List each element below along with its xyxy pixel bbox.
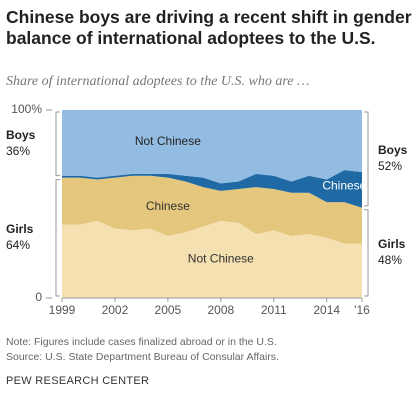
x-tick-label: 2011 — [261, 303, 287, 317]
area-label: Chinese — [322, 178, 366, 192]
bracket — [364, 111, 369, 207]
side-value: 36% — [6, 144, 30, 158]
area-label: Not Chinese — [188, 252, 254, 266]
side-value: 48% — [378, 253, 402, 267]
x-tick-label: 2005 — [155, 303, 182, 317]
note: Source: U.S. State Department Bureau of … — [6, 351, 279, 363]
footer: PEW RESEARCH CENTER — [6, 375, 149, 387]
bracket — [55, 179, 60, 297]
chart-title: Chinese boys are driving a recent shift … — [6, 7, 412, 48]
area — [62, 220, 362, 298]
area — [62, 110, 362, 184]
bracket — [55, 111, 60, 177]
bracket — [364, 209, 369, 297]
side-label: Boys — [378, 143, 408, 157]
y-tick-label: 100% — [11, 102, 42, 116]
y-tick-label: 0 — [35, 290, 42, 304]
area — [62, 170, 362, 208]
note: Note: Figures include cases finalized ab… — [6, 336, 277, 348]
x-tick-label: 1999 — [49, 303, 76, 317]
side-value: 52% — [378, 159, 402, 173]
x-tick-label: 2014 — [313, 303, 340, 317]
side-label: Girls — [378, 237, 406, 251]
side-label: Boys — [6, 128, 36, 142]
area-label: Chinese — [146, 199, 190, 213]
side-value: 64% — [6, 238, 30, 252]
side-label: Girls — [6, 222, 34, 236]
x-tick-label: 2008 — [207, 303, 234, 317]
x-tick-label: 2002 — [102, 303, 129, 317]
area-label: Not Chinese — [135, 134, 201, 148]
x-tick-label: '16 — [354, 303, 370, 317]
chart-subtitle: Share of international adoptees to the U… — [6, 74, 309, 89]
area — [62, 175, 362, 244]
